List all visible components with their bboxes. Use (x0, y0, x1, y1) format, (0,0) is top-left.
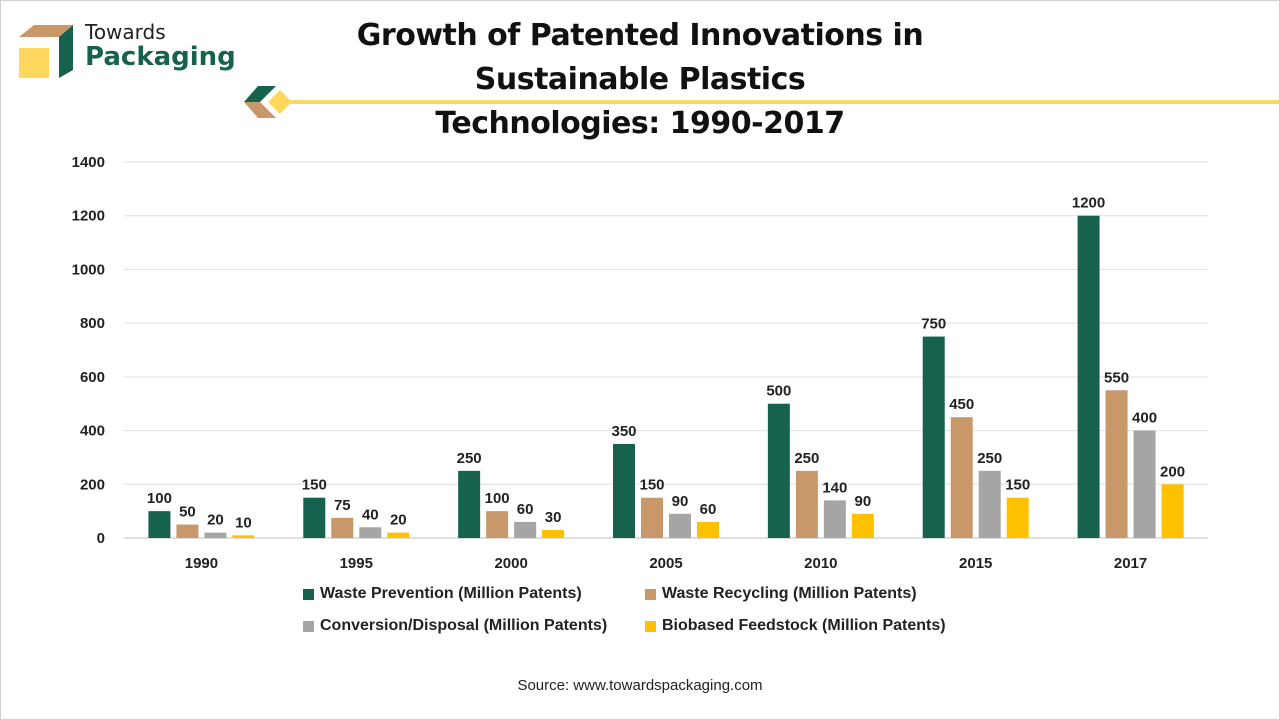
data-label: 350 (611, 423, 636, 440)
data-label: 400 (1132, 410, 1157, 427)
bar (1106, 390, 1128, 538)
bar (387, 533, 409, 538)
data-label: 60 (517, 501, 534, 518)
x-tick-label: 2005 (649, 555, 682, 572)
data-label: 150 (639, 477, 664, 494)
data-label: 200 (1160, 463, 1185, 480)
data-label: 10 (235, 514, 252, 531)
data-label: 20 (390, 512, 407, 529)
legend-item-biobased-feedstock: Biobased Feedstock (Million Patents) (645, 617, 946, 635)
y-tick-label: 1400 (72, 154, 105, 171)
bar (669, 514, 691, 538)
y-tick-label: 1200 (72, 208, 105, 225)
data-label: 90 (855, 493, 872, 510)
legend-swatch (303, 621, 314, 632)
legend-label: Biobased Feedstock (Million Patents) (662, 617, 946, 635)
bar (542, 530, 564, 538)
data-label: 30 (545, 509, 562, 526)
y-tick-label: 600 (80, 369, 105, 386)
data-label: 250 (457, 450, 482, 467)
bar (486, 511, 508, 538)
data-label: 500 (766, 383, 791, 400)
data-label: 450 (949, 396, 974, 413)
bar (697, 522, 719, 538)
data-label: 150 (1005, 477, 1030, 494)
bar (514, 522, 536, 538)
legend-label: Waste Prevention (Million Patents) (320, 585, 582, 603)
legend-swatch (645, 621, 656, 632)
y-tick-label: 0 (97, 530, 105, 547)
data-label: 50 (179, 504, 196, 521)
bar (148, 511, 170, 538)
legend-label: Waste Recycling (Million Patents) (662, 585, 917, 603)
data-label: 40 (362, 506, 379, 523)
data-label: 75 (334, 497, 351, 514)
x-tick-label: 2015 (959, 555, 992, 572)
bar (641, 498, 663, 538)
data-label: 60 (700, 501, 717, 518)
legend-item-waste-recycling: Waste Recycling (Million Patents) (645, 585, 917, 603)
bar (204, 533, 226, 538)
data-label: 20 (207, 512, 224, 529)
x-tick-label: 2010 (804, 555, 837, 572)
bar (824, 500, 846, 538)
bar (796, 471, 818, 538)
bar (613, 444, 635, 538)
data-label: 140 (822, 479, 847, 496)
y-tick-label: 200 (80, 476, 105, 493)
bar (951, 417, 973, 538)
bar (232, 535, 254, 538)
bar (768, 404, 790, 538)
data-label: 150 (302, 477, 327, 494)
data-label: 90 (672, 493, 689, 510)
bar (303, 498, 325, 538)
data-label: 100 (147, 490, 172, 507)
data-label: 1200 (1072, 195, 1105, 212)
bar (1162, 484, 1184, 538)
x-tick-label: 1990 (185, 555, 218, 572)
bar (176, 525, 198, 538)
data-label: 100 (485, 490, 510, 507)
bar (1134, 431, 1156, 538)
legend-swatch (303, 589, 314, 600)
data-label: 550 (1104, 369, 1129, 386)
source-note: Source: www.towardspackaging.com (0, 677, 1280, 694)
legend-item-conversion-disposal: Conversion/Disposal (Million Patents) (303, 617, 607, 635)
bar (979, 471, 1001, 538)
bar (331, 518, 353, 538)
bar (1007, 498, 1029, 538)
x-tick-label: 2000 (494, 555, 527, 572)
bar (458, 471, 480, 538)
bar (852, 514, 874, 538)
bar (923, 337, 945, 538)
data-label: 250 (977, 450, 1002, 467)
y-tick-label: 1000 (72, 261, 105, 278)
y-tick-label: 800 (80, 315, 105, 332)
x-tick-label: 2017 (1114, 555, 1147, 572)
x-tick-label: 1995 (340, 555, 373, 572)
bar (359, 527, 381, 538)
legend-item-waste-prevention: Waste Prevention (Million Patents) (303, 585, 582, 603)
data-label: 750 (921, 316, 946, 333)
y-tick-label: 400 (80, 423, 105, 440)
legend-swatch (645, 589, 656, 600)
data-label: 250 (794, 450, 819, 467)
bar (1078, 216, 1100, 538)
legend-label: Conversion/Disposal (Million Patents) (320, 617, 607, 635)
